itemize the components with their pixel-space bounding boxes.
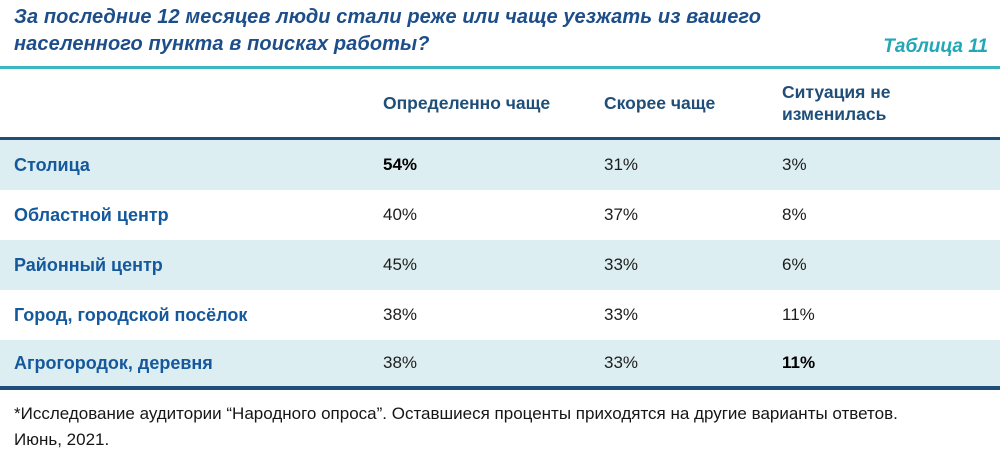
question-title: За последние 12 месяцев люди стали реже … xyxy=(14,4,854,58)
cell-value: 33% xyxy=(604,305,639,324)
teal-divider-line xyxy=(0,66,1000,69)
table-header-row: Определенно чаще Скорее чаще Ситуация не… xyxy=(0,69,1000,140)
table-row: Районный центр 45% 33% 6% xyxy=(0,240,1000,290)
row-label: Столица xyxy=(14,154,90,175)
row-label: Город, городской посёлок xyxy=(14,304,248,325)
table-row: Город, городской посёлок 38% 33% 11% xyxy=(0,290,1000,340)
cell-value: 33% xyxy=(604,255,639,274)
footnote-source-line: *Исследование аудитории “Народного опрос… xyxy=(14,404,898,423)
cell-value: 6% xyxy=(782,255,807,274)
footnote: *Исследование аудитории “Народного опрос… xyxy=(14,401,989,453)
column-header-unchanged: Ситуация не изменилась xyxy=(782,82,891,124)
cell-value: 54% xyxy=(383,155,418,174)
question-title-line-1: За последние 12 месяцев люди стали реже … xyxy=(14,6,762,28)
table-row: Столица 54% 31% 3% xyxy=(0,140,1000,190)
row-label: Агрогородок, деревня xyxy=(14,352,213,373)
question-title-line-2: населенного пункта в поисках работы? xyxy=(14,33,430,55)
cell-value: 33% xyxy=(604,353,639,372)
table-number-label: Таблица 11 xyxy=(883,36,988,57)
footnote-date-line: Июнь, 2021. xyxy=(14,430,110,449)
table-row: Агрогородок, деревня 38% 33% 11% xyxy=(0,340,1000,390)
cell-value: 31% xyxy=(604,155,639,174)
cell-value: 8% xyxy=(782,205,807,224)
row-label: Областной центр xyxy=(14,204,169,225)
cell-value: 3% xyxy=(782,155,807,174)
cell-value: 11% xyxy=(782,353,816,372)
cell-value: 40% xyxy=(383,205,418,224)
row-label: Районный центр xyxy=(14,254,163,275)
cell-value: 11% xyxy=(782,305,815,324)
column-header-definitely-more: Определенно чаще xyxy=(383,93,551,113)
table-row: Областной центр 40% 37% 8% xyxy=(0,190,1000,240)
cell-value: 45% xyxy=(383,255,418,274)
column-header-rather-more: Скорее чаще xyxy=(604,93,716,113)
cell-value: 38% xyxy=(383,305,418,324)
cell-value: 38% xyxy=(383,353,418,372)
results-table: Определенно чаще Скорее чаще Ситуация не… xyxy=(0,69,1000,390)
cell-value: 37% xyxy=(604,205,639,224)
